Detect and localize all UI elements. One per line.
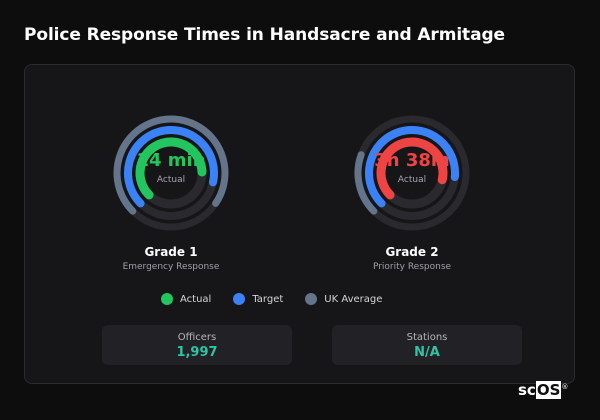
legend-dot-actual [161, 293, 173, 305]
stations-label: Stations [406, 332, 448, 343]
stations-stat: Stations N/A [332, 325, 522, 365]
stations-value: N/A [414, 345, 440, 360]
grade-1-subtitle: Emergency Response [122, 262, 220, 272]
legend-label-uk-average: UK Average [324, 293, 383, 305]
response-times-card: 14 min Actual Grade 1 Emergency Response… [24, 64, 575, 384]
grade-1-title: Grade 1 [144, 245, 198, 259]
brand-boxed: OS [535, 381, 562, 399]
grade-1-actual-value: 14 min [136, 150, 206, 171]
brand-prefix: sc [518, 381, 536, 399]
legend: Actual Target UK Average [161, 291, 404, 307]
grade-1-target-arc [124, 126, 218, 208]
officers-stat: Officers 1,997 [102, 325, 292, 365]
grade-2-target-ring [365, 126, 459, 220]
grade-2-gauge: 3h 38m Actual [342, 113, 482, 233]
legend-item-uk-average: UK Average [305, 293, 382, 305]
grade-2-actual-arc [376, 137, 448, 200]
grade-1-rings [113, 115, 229, 231]
grade-2-target-arc [365, 126, 459, 208]
grade-2-average-ring [354, 115, 470, 231]
grade-2-subtitle: Priority Response [372, 262, 452, 272]
legend-dot-uk-average [305, 293, 318, 305]
legend-label-actual: Actual [180, 293, 212, 305]
brand-mark: ® [561, 383, 569, 391]
grade-1-gauge: 14 min Actual [101, 113, 241, 233]
grade-2-actual-label: Actual [397, 175, 427, 185]
grade-1-actual-arc [135, 137, 207, 200]
grade-1-actual-label: Actual [156, 175, 186, 185]
legend-item-actual: Actual [161, 293, 211, 305]
grade-1-average-ring [113, 115, 229, 231]
grade-2-title: Grade 2 [385, 245, 439, 259]
legend-dot-target [233, 293, 246, 305]
grade-2-rings [354, 115, 470, 231]
grade-1-target-ring [124, 126, 218, 220]
page-title: Police Response Times in Handsacre and A… [24, 25, 505, 45]
legend-item-target: Target [233, 293, 283, 305]
grade-2-actual-ring [376, 137, 448, 209]
officers-label: Officers [177, 332, 217, 343]
grade-1-actual-ring [135, 137, 207, 209]
scos-logo: scOS® [518, 381, 568, 399]
grade-2-average-arc [354, 151, 378, 215]
officers-value: 1,997 [176, 345, 218, 360]
grade-2-actual-value: 3h 38m [374, 150, 450, 171]
legend-label-target: Target [252, 293, 284, 305]
grade-1-average-arc [113, 115, 229, 215]
